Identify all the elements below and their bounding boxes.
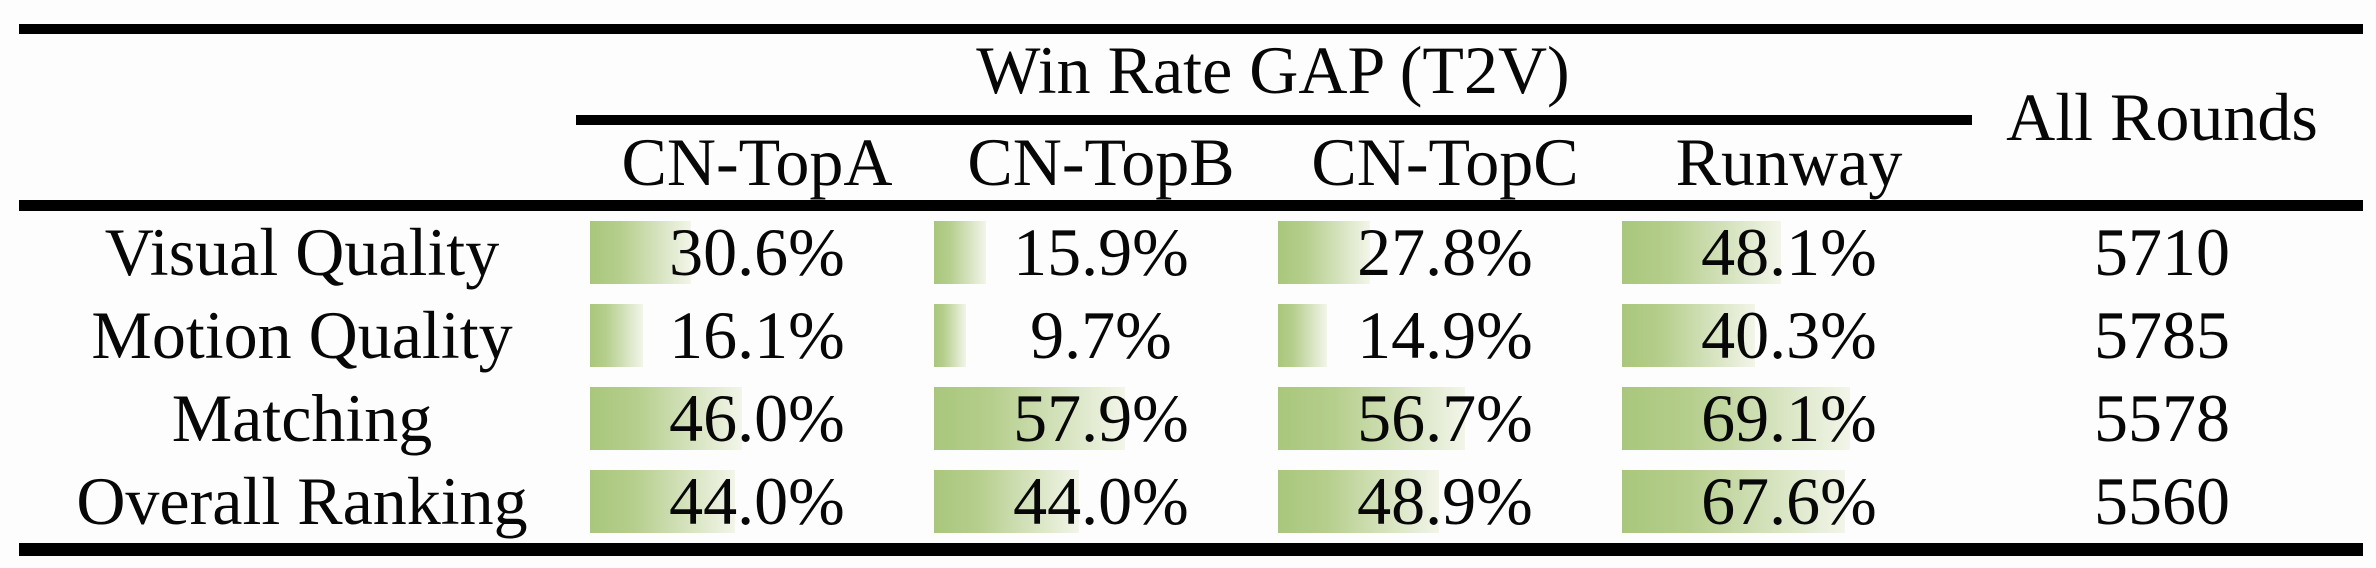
data-bar: [934, 387, 1126, 450]
row-label: Visual Quality: [104, 214, 500, 290]
column-header-cn-topc: CN-TopC: [1311, 124, 1579, 200]
value-cell: 48.1%: [1617, 211, 1961, 294]
percent-value: 44.0%: [669, 463, 845, 539]
column-header-cn-topa: CN-TopA: [621, 124, 893, 200]
data-bar: [1622, 387, 1851, 450]
row-label: Matching: [171, 380, 433, 456]
column-header-cn-topb: CN-TopB: [967, 124, 1235, 200]
percent-value: 56.7%: [1357, 380, 1533, 456]
data-bar: [1622, 470, 1846, 533]
value-cell: 46.0%: [585, 377, 929, 460]
data-bar: [590, 470, 736, 533]
table-row-overall-ranking: Overall Ranking 44.0% 44.0% 48.9% 67.6% …: [19, 460, 2363, 543]
percent-value: 40.3%: [1701, 297, 1877, 373]
all-rounds-value: 5578: [2094, 380, 2230, 456]
column-header-runway: Runway: [1675, 124, 1903, 200]
percent-value: 15.9%: [1013, 214, 1189, 290]
data-bar: [590, 304, 644, 367]
value-cell: 69.1%: [1617, 377, 1961, 460]
value-cell: 16.1%: [585, 294, 929, 377]
group-header-underline-rule: [576, 115, 1972, 125]
row-label: Overall Ranking: [76, 463, 528, 539]
bottom-rule: [19, 543, 2363, 556]
all-rounds-value: 5710: [2094, 214, 2230, 290]
top-rule: [19, 24, 2363, 34]
header-separator-rule: [19, 200, 2363, 211]
data-bar: [590, 221, 691, 284]
data-bar: [1278, 221, 1370, 284]
table-row-motion-quality: Motion Quality 16.1% 9.7% 14.9% 40.3% 57…: [19, 294, 2363, 377]
data-bar: [934, 221, 987, 284]
data-bar: [934, 304, 966, 367]
column-header-all-rounds: All Rounds: [2006, 79, 2318, 155]
row-label: Motion Quality: [91, 297, 513, 373]
value-cell: 57.9%: [929, 377, 1273, 460]
data-bar: [934, 470, 1080, 533]
data-bar: [1622, 221, 1781, 284]
percent-value: 69.1%: [1701, 380, 1877, 456]
percent-value: 46.0%: [669, 380, 845, 456]
value-cell: 27.8%: [1273, 211, 1617, 294]
data-bar: [1622, 304, 1755, 367]
data-bar: [1278, 304, 1328, 367]
value-cell: 30.6%: [585, 211, 929, 294]
percent-value: 14.9%: [1357, 297, 1533, 373]
column-group-header: Win Rate GAP (T2V): [976, 32, 1570, 108]
percent-value: 9.7%: [1030, 297, 1172, 373]
percent-value: 44.0%: [1013, 463, 1189, 539]
percent-value: 67.6%: [1701, 463, 1877, 539]
percent-value: 30.6%: [669, 214, 845, 290]
table-body: Visual Quality 30.6% 15.9% 27.8% 48.1% 5…: [19, 211, 2363, 543]
value-cell: 44.0%: [585, 460, 929, 543]
percent-value: 27.8%: [1357, 214, 1533, 290]
percent-value: 16.1%: [669, 297, 845, 373]
value-cell: 44.0%: [929, 460, 1273, 543]
percent-value: 48.1%: [1701, 214, 1877, 290]
data-bar: [590, 387, 742, 450]
data-bar: [1278, 387, 1466, 450]
percent-value: 57.9%: [1013, 380, 1189, 456]
value-cell: 56.7%: [1273, 377, 1617, 460]
value-cell: 48.9%: [1273, 460, 1617, 543]
percent-value: 48.9%: [1357, 463, 1533, 539]
value-cell: 40.3%: [1617, 294, 1961, 377]
table-row-visual-quality: Visual Quality 30.6% 15.9% 27.8% 48.1% 5…: [19, 211, 2363, 294]
table-row-matching: Matching 46.0% 57.9% 56.7% 69.1% 5578: [19, 377, 2363, 460]
value-cell: 67.6%: [1617, 460, 1961, 543]
data-bar: [1278, 470, 1440, 533]
all-rounds-value: 5785: [2094, 297, 2230, 373]
value-cell: 9.7%: [929, 294, 1273, 377]
value-cell: 14.9%: [1273, 294, 1617, 377]
value-cell: 15.9%: [929, 211, 1273, 294]
all-rounds-value: 5560: [2094, 463, 2230, 539]
